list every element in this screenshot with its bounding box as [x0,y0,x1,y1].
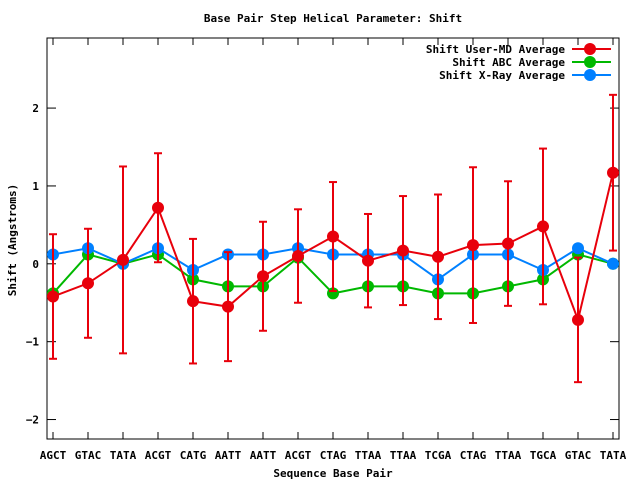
data-point [117,253,129,266]
legend-label: Shift ABC Average [452,56,565,69]
data-point [572,313,584,326]
data-point [257,270,269,283]
y-axis-label: Shift (Angstroms) [6,184,19,297]
y-tick-label: 1 [32,180,39,193]
data-point [607,257,619,270]
data-point [537,220,549,233]
plot-area [47,93,619,384]
chart-title: Base Pair Step Helical Parameter: Shift [204,12,462,25]
x-tick-label: TTAA [495,449,522,462]
x-tick-label: GTAC [75,449,102,462]
legend-label: Shift X-Ray Average [439,69,565,82]
data-point [152,201,164,214]
x-tick-label: TGCA [530,449,557,462]
data-point [467,239,479,252]
x-tick-label: TATA [600,449,627,462]
data-point [327,230,339,243]
x-tick-label: ACGT [145,449,172,462]
data-point [432,250,444,263]
data-point [47,290,59,303]
y-tick-label: −2 [26,414,39,427]
data-point [187,295,199,308]
x-axis: AGCT GTAC TATA ACGT CATG AATT AATT ACGT CTAG TTAA… [40,38,627,462]
y-axis: −2 −1 0 1 2 [26,102,619,427]
data-point [607,166,619,179]
x-axis-label: Sequence Base Pair [273,467,393,480]
x-tick-label: AATT [250,449,277,462]
x-tick-label: TATA [110,449,137,462]
legend-marker [584,56,596,68]
x-tick-label: ACGT [285,449,312,462]
x-tick-label: CATG [180,449,207,462]
data-point [397,244,409,257]
legend-label: Shift User-MD Average [426,43,565,56]
x-tick-label: CTAG [320,449,347,462]
data-point [292,250,304,263]
series-0 [47,93,619,384]
x-tick-label: TTAA [355,449,382,462]
x-tick-label: AGCT [40,449,67,462]
x-tick-label: TCGA [425,449,452,462]
x-tick-label: CTAG [460,449,487,462]
y-tick-label: 0 [32,258,39,271]
y-tick-label: 2 [32,102,39,115]
data-point [362,254,374,267]
x-tick-label: GTAC [565,449,592,462]
x-tick-label: AATT [215,449,242,462]
data-point [222,300,234,313]
x-tick-label: TTAA [390,449,417,462]
legend-marker [584,43,596,55]
y-tick-label: −1 [26,336,40,349]
data-point [82,277,94,290]
legend-marker [584,69,596,81]
data-point [502,237,514,250]
data-point [572,242,584,255]
